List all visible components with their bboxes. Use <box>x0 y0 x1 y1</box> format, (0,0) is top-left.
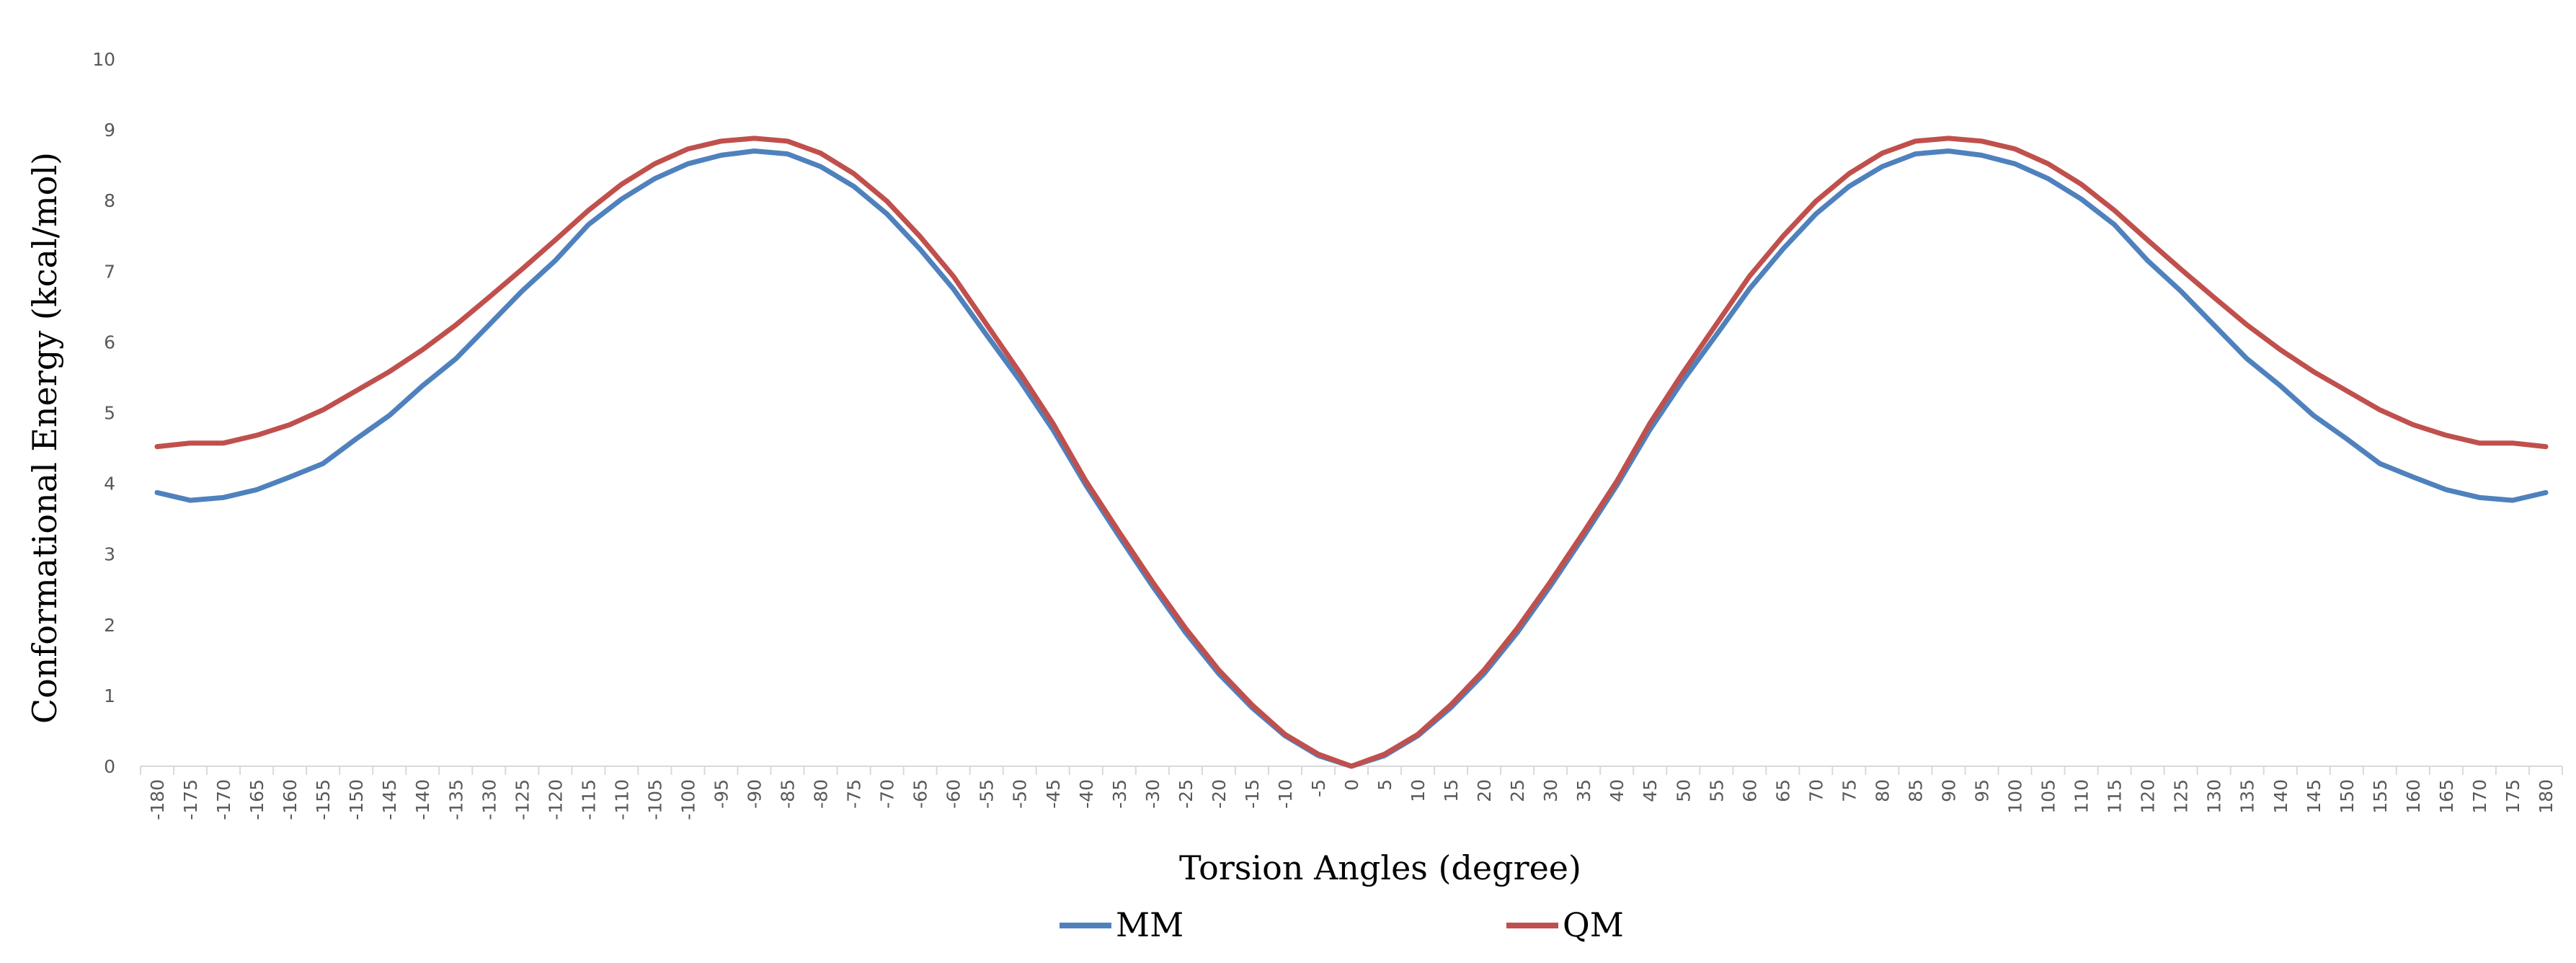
y-tick-label: 7 <box>104 261 115 282</box>
x-tick-label: -140 <box>412 779 433 820</box>
x-tick-label: 40 <box>1607 779 1627 802</box>
series-line-qm <box>154 136 2549 769</box>
x-tick-label: 100 <box>2005 779 2026 814</box>
x-tick-label: -15 <box>1242 779 1263 809</box>
x-tick-label: -80 <box>811 779 832 809</box>
x-tick-label: -50 <box>1010 779 1031 809</box>
x-tick-label: -5 <box>1308 779 1329 797</box>
x-tick-label: 170 <box>2469 779 2490 814</box>
series-lines <box>154 136 2549 769</box>
y-tick-label: 9 <box>104 120 115 141</box>
y-tick-label: 5 <box>104 403 115 424</box>
x-tick-label: -155 <box>313 779 334 820</box>
x-tick-label: 120 <box>2138 779 2159 814</box>
x-tick-label: -55 <box>977 779 998 809</box>
x-tick-label: -100 <box>678 779 698 820</box>
x-tick-label: 135 <box>2237 779 2258 814</box>
x-tick-label: -95 <box>711 779 732 809</box>
y-tick-label: 0 <box>104 756 115 777</box>
x-tick-label: 150 <box>2337 779 2358 814</box>
legend-label-qm: QM <box>1563 905 1624 944</box>
x-tick-label: 155 <box>2370 779 2391 814</box>
x-tick-label: -10 <box>1275 779 1296 809</box>
x-tick-label: 160 <box>2403 779 2424 814</box>
x-tick-label: -160 <box>280 779 301 820</box>
x-tick-label: 5 <box>1374 779 1395 791</box>
x-tick-label: -165 <box>247 779 267 820</box>
x-tick-label: 70 <box>1806 779 1826 802</box>
x-tick-label: 30 <box>1540 779 1561 802</box>
legend: MM QM <box>1060 905 1624 944</box>
x-tick-label: 125 <box>2171 779 2192 814</box>
x-tick-label: -40 <box>1076 779 1097 809</box>
x-tick-label: -105 <box>644 779 665 820</box>
x-tick-label: 90 <box>1938 779 1959 802</box>
x-tick-label: -125 <box>512 779 533 820</box>
x-tick-label: -20 <box>1209 779 1230 809</box>
x-tick-label: -85 <box>778 779 799 809</box>
x-tick-label: 165 <box>2436 779 2457 814</box>
x-tick-label: 140 <box>2270 779 2291 814</box>
x-tick-label: 60 <box>1739 779 1760 802</box>
x-tick-label: -135 <box>445 779 466 820</box>
y-tick-label: 6 <box>104 332 115 352</box>
y-tick-label: 3 <box>104 544 115 565</box>
y-tick-label: 1 <box>104 685 115 706</box>
x-tick-label: -145 <box>379 779 400 820</box>
y-tick-label: 4 <box>104 474 115 494</box>
x-tick-label: -65 <box>910 779 931 809</box>
x-tick-label: 115 <box>2105 779 2126 814</box>
x-tick-label: 75 <box>1839 779 1860 802</box>
x-tick-label: -90 <box>745 779 765 809</box>
x-tick-label: 25 <box>1507 779 1528 802</box>
x-tick-label: -130 <box>479 779 499 820</box>
x-tick-label: -150 <box>346 779 367 820</box>
x-tick-label: -75 <box>844 779 865 809</box>
x-tick-label: -60 <box>943 779 964 809</box>
x-axis-tick-marks <box>140 766 2563 775</box>
x-tick-label: 50 <box>1673 779 1694 802</box>
x-tick-label: 55 <box>1706 779 1727 802</box>
x-tick-label: 105 <box>2038 779 2059 814</box>
x-tick-label: -45 <box>1043 779 1064 809</box>
x-tick-label: 175 <box>2502 779 2523 814</box>
x-tick-label: 85 <box>1905 779 1926 802</box>
x-tick-label: -35 <box>1109 779 1130 809</box>
x-tick-label: -180 <box>147 779 168 820</box>
y-axis-title: Conformational Energy (kcal/mol) <box>25 152 64 724</box>
x-tick-label: -70 <box>877 779 898 809</box>
x-tick-label: 130 <box>2204 779 2225 814</box>
y-tick-label: 8 <box>104 190 115 211</box>
x-tick-label: 95 <box>1972 779 1993 802</box>
x-tick-label: 10 <box>1408 779 1429 802</box>
x-tick-label: 45 <box>1640 779 1661 802</box>
x-tick-label: -120 <box>545 779 566 820</box>
y-tick-label: 10 <box>92 49 115 70</box>
x-tick-label: -25 <box>1176 779 1196 809</box>
x-tick-label: 15 <box>1441 779 1462 802</box>
x-tick-label: -110 <box>611 779 632 820</box>
x-tick-label: 20 <box>1474 779 1495 802</box>
x-tick-label: 0 <box>1341 779 1362 791</box>
x-tick-label: -175 <box>180 779 201 820</box>
x-tick-label: 110 <box>2071 779 2092 814</box>
x-tick-label: -115 <box>578 779 599 820</box>
series-line-mm <box>154 148 2549 769</box>
legend-label-mm: MM <box>1116 905 1183 944</box>
x-tick-label: 180 <box>2536 779 2557 814</box>
x-tick-label: 65 <box>1772 779 1793 802</box>
x-tick-label: -30 <box>1142 779 1163 809</box>
x-tick-label: 80 <box>1872 779 1893 802</box>
x-axis-tick-labels: -180 -175 -170 -165 -160 -155 -150 -145 -140 -135… <box>147 779 2557 820</box>
x-axis-title: Torsion Angles (degree) <box>1179 848 1581 887</box>
x-tick-label: -170 <box>213 779 234 820</box>
y-tick-label: 2 <box>104 615 115 636</box>
x-tick-label: 35 <box>1573 779 1594 802</box>
y-axis-tick-labels: 0 1 2 3 4 5 6 7 8 9 10 <box>92 49 115 777</box>
x-tick-label: 145 <box>2304 779 2324 814</box>
